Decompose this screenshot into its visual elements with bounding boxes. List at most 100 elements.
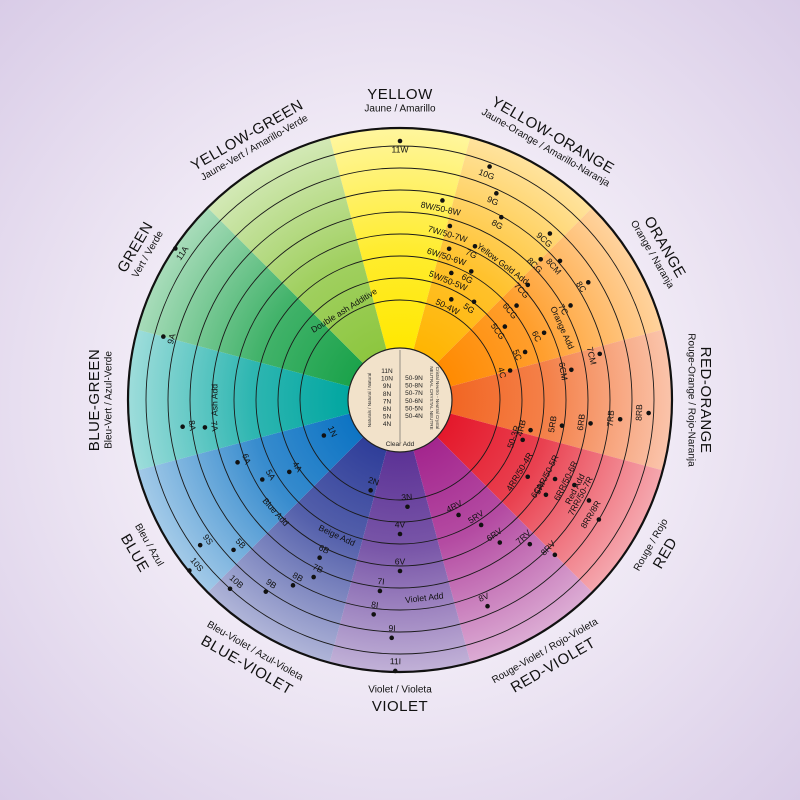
- shade-code: 7C: [556, 302, 570, 316]
- shade-dot: [494, 191, 499, 196]
- shade-code: 9G: [486, 194, 501, 208]
- natural-shade: 7N: [383, 398, 392, 405]
- shade-dot: [497, 540, 503, 545]
- shade-dot: [317, 555, 322, 561]
- shade-dot: [446, 246, 452, 252]
- outer-ring: [126, 126, 674, 674]
- shade-code: 9I: [388, 623, 396, 633]
- shade-code: 8G: [490, 217, 505, 231]
- shade-dot: [202, 425, 208, 430]
- shade-code: 11W: [391, 144, 409, 154]
- shade-code: 9A: [165, 332, 177, 345]
- shade-code: 8I: [371, 599, 379, 610]
- segment-label-red-orange: RED-ORANGE: [697, 347, 714, 454]
- shade-dot: [187, 568, 192, 573]
- ring-1: [299, 299, 501, 501]
- shade-dot: [371, 612, 376, 617]
- segment-yellow: [329, 127, 471, 350]
- shade-dot: [468, 269, 474, 274]
- shade-dot: [617, 416, 623, 422]
- shade-dot: [161, 334, 166, 339]
- shade-dot: [231, 547, 236, 553]
- shade-dot: [397, 531, 403, 537]
- shade-code: 8V: [477, 590, 491, 603]
- shade-dot: [499, 214, 504, 220]
- shade-dot: [485, 603, 490, 609]
- shade-dot: [227, 586, 233, 592]
- shade-dot: [547, 231, 553, 236]
- shade-dot: [569, 367, 574, 373]
- shade-code: 8RB: [634, 404, 645, 421]
- shade-dot: [552, 476, 558, 482]
- shade-dot: [646, 410, 651, 416]
- shade-code: 5A: [264, 468, 278, 482]
- shade-code: 7G: [464, 247, 479, 261]
- shade-code: 11I: [390, 656, 401, 666]
- shade-dot: [449, 297, 454, 302]
- shade-dot: [543, 492, 549, 498]
- neutral-crystal-subtitle: Cristal Neutro - Neutral Crystal: [435, 367, 440, 430]
- shade-code: 7CM: [585, 346, 599, 366]
- segment-sublabel-violet: Violet / Violeta: [368, 685, 432, 696]
- segment-sublabel-blue-green: Bleu-Vert / Azul-Verde: [104, 351, 115, 449]
- shade-dot: [377, 588, 383, 594]
- shade-code: 6V: [395, 556, 406, 566]
- natural-shade: 9N: [383, 383, 392, 390]
- shade-dot: [478, 522, 484, 528]
- shade-code: 6RB: [575, 413, 587, 431]
- ring-5: [211, 211, 589, 589]
- shade-dot: [456, 512, 461, 518]
- shade-dot: [572, 482, 577, 488]
- additive-label: Ash Add: [209, 384, 219, 416]
- shade-code: 5RB: [546, 415, 559, 433]
- segment-sublabel-red-orange: Rouge-Orange / Rojo-Naranja: [685, 333, 696, 467]
- shade-dot: [197, 542, 203, 548]
- shade-code: 7RB: [605, 409, 616, 427]
- shade-dot: [525, 282, 531, 288]
- shade-dot: [471, 299, 477, 305]
- center-clear-add: Clear Add: [386, 441, 415, 448]
- shade-dot: [180, 424, 185, 429]
- shade-code: 7B: [311, 562, 325, 576]
- shade-dot: [397, 138, 403, 144]
- shade-dot: [557, 258, 563, 264]
- shade-code: 5C: [511, 348, 524, 362]
- shade-dot: [502, 324, 508, 329]
- additive-label: Violet Add: [405, 590, 445, 605]
- neutral-crystal-shade: 50-7N: [405, 390, 423, 397]
- shade-code: 4RB: [514, 418, 528, 437]
- shade-code: 7I: [377, 576, 385, 587]
- shade-code: 6G: [460, 272, 475, 286]
- shade-dot: [447, 223, 453, 229]
- shade-code: 8C: [574, 279, 588, 294]
- shade-dot: [392, 668, 398, 674]
- shade-dot: [290, 583, 296, 588]
- shade-dot: [286, 469, 292, 475]
- shade-dot: [527, 541, 533, 547]
- shade-dot: [405, 504, 410, 510]
- shade-dot: [449, 270, 454, 276]
- shade-dot: [487, 164, 492, 169]
- shade-dot: [597, 351, 603, 357]
- ring-6: [189, 189, 611, 611]
- natural-shade: 6N: [383, 406, 392, 413]
- shade-code: 4C: [496, 366, 509, 379]
- shade-code: 1N: [326, 424, 340, 438]
- shade-code: 8B: [291, 570, 305, 584]
- segment-violet: [329, 450, 471, 672]
- shade-dot: [311, 574, 316, 580]
- shade-dot: [368, 488, 373, 493]
- natural-shade: 4N: [383, 421, 392, 428]
- neutral-crystal-shade: 50-6N: [405, 398, 423, 405]
- segment-label-blue-green: BLUE-GREEN: [86, 349, 103, 452]
- shade-code: 7A: [209, 420, 220, 432]
- wheel-rings: [126, 126, 674, 674]
- shade-dot: [440, 198, 445, 203]
- shade-code: 6C: [530, 329, 544, 343]
- shade-code: 6CM: [557, 361, 570, 381]
- shade-dot: [321, 433, 327, 438]
- ring-7: [167, 167, 633, 633]
